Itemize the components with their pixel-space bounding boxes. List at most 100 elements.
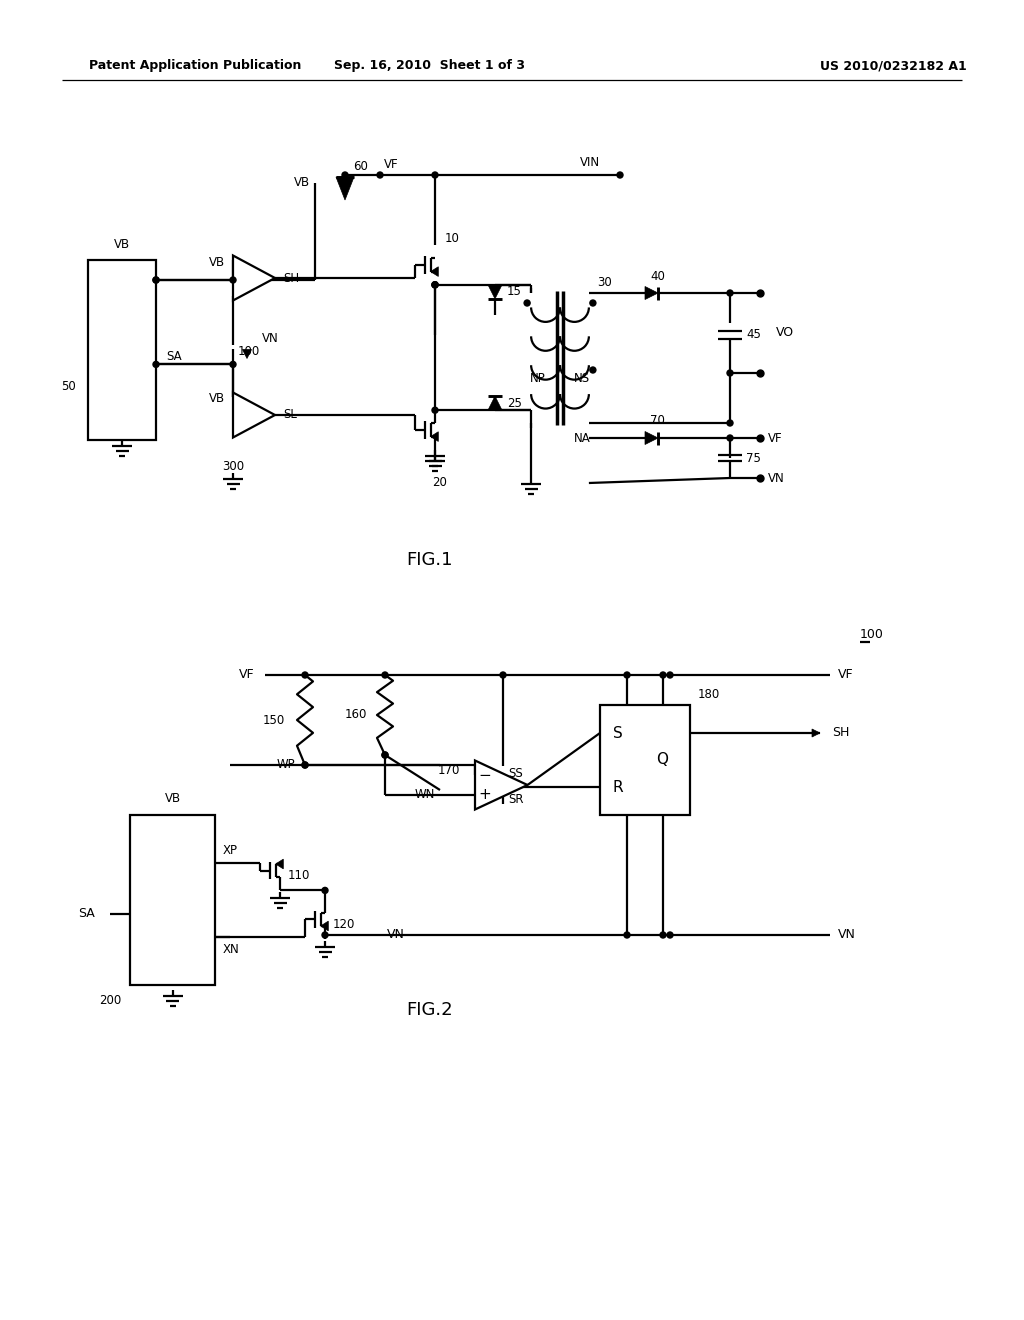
Text: VF: VF [838,668,854,681]
Text: SA: SA [166,350,181,363]
Text: VB: VB [209,392,225,405]
Text: VN: VN [838,928,856,941]
Circle shape [153,277,159,282]
Circle shape [660,672,666,678]
Circle shape [302,762,308,768]
Text: SH: SH [831,726,849,739]
Text: SL: SL [283,408,297,421]
Text: XN: XN [223,942,240,956]
Circle shape [432,281,438,288]
Text: 100: 100 [860,628,884,642]
Text: 110: 110 [288,869,310,882]
Polygon shape [243,350,252,359]
Circle shape [727,420,733,426]
Circle shape [590,300,596,306]
Text: WP: WP [276,759,295,771]
Text: 15: 15 [507,285,522,298]
Circle shape [322,887,328,894]
Polygon shape [275,859,284,869]
Text: SA: SA [78,907,95,920]
Text: NS: NS [573,371,590,384]
Polygon shape [431,432,438,441]
Circle shape [382,752,388,758]
Circle shape [524,300,530,306]
Text: 25: 25 [507,397,522,409]
Polygon shape [233,392,275,437]
Circle shape [624,672,630,678]
Polygon shape [321,921,329,931]
Circle shape [617,172,623,178]
Circle shape [382,752,388,758]
Text: +: + [478,787,492,803]
Bar [600,705,690,814]
Bar [88,260,156,440]
Circle shape [432,281,438,288]
Text: VF: VF [384,158,398,172]
Polygon shape [488,285,502,298]
Text: 100: 100 [238,345,260,358]
Text: SS: SS [508,767,522,780]
Text: 30: 30 [597,276,611,289]
Text: 10: 10 [445,232,460,246]
Text: VB: VB [209,256,225,268]
Text: 60: 60 [353,161,368,173]
Text: 50: 50 [60,380,76,392]
Text: VN: VN [387,928,406,941]
Text: VO: VO [776,326,794,339]
Text: 120: 120 [333,917,355,931]
Circle shape [590,367,596,374]
Circle shape [727,436,733,441]
Polygon shape [645,286,658,300]
Text: XP: XP [223,843,238,857]
Polygon shape [475,760,527,809]
Text: Patent Application Publication: Patent Application Publication [89,59,301,73]
Text: VN: VN [262,333,279,345]
Text: VF: VF [768,432,782,445]
Circle shape [667,932,673,939]
Circle shape [500,672,506,678]
Polygon shape [812,729,820,737]
Text: SH: SH [283,272,299,285]
Circle shape [624,932,630,939]
Text: R: R [612,780,624,795]
Text: −: − [478,768,492,783]
Text: 150: 150 [263,714,285,726]
Bar [130,814,215,985]
Text: 75: 75 [746,451,761,465]
Text: US 2010/0232182 A1: US 2010/0232182 A1 [820,59,967,73]
Text: 170: 170 [437,763,460,776]
Polygon shape [645,432,658,445]
Circle shape [727,370,733,376]
Circle shape [302,762,308,768]
Circle shape [432,172,438,178]
Polygon shape [431,267,438,276]
Circle shape [322,932,328,939]
Text: NA: NA [573,432,591,445]
Polygon shape [233,256,275,301]
Circle shape [342,172,348,178]
Text: VB: VB [165,792,180,805]
Text: VB: VB [294,177,310,190]
Text: VB: VB [114,238,130,251]
Circle shape [377,172,383,178]
Text: SR: SR [508,793,523,805]
Text: 160: 160 [345,709,367,722]
Text: 20: 20 [432,475,447,488]
Text: 300: 300 [222,461,244,474]
Circle shape [153,362,159,367]
Text: Q: Q [656,752,668,767]
Text: 200: 200 [99,994,121,1006]
Text: VIN: VIN [580,157,600,169]
Circle shape [153,277,159,282]
Text: 180: 180 [698,689,720,701]
Text: Sep. 16, 2010  Sheet 1 of 3: Sep. 16, 2010 Sheet 1 of 3 [335,59,525,73]
Text: VN: VN [768,471,784,484]
Text: 40: 40 [650,271,665,284]
Circle shape [432,281,438,288]
Text: 45: 45 [746,329,761,342]
Polygon shape [336,177,354,201]
Text: FIG.2: FIG.2 [407,1001,454,1019]
Circle shape [727,290,733,296]
Circle shape [382,672,388,678]
Text: FIG.1: FIG.1 [407,550,454,569]
